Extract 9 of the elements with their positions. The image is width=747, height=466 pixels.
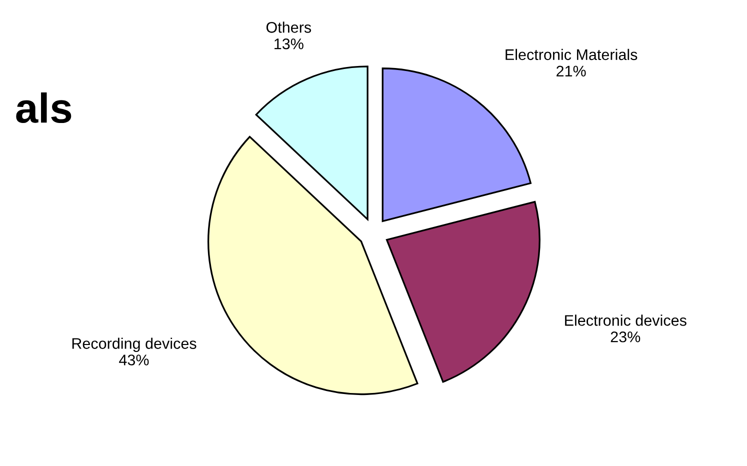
data-label: 43%	[119, 354, 149, 366]
text: als	[16, 92, 72, 124]
data-label: 13%	[274, 38, 304, 50]
data-label: 23%	[610, 331, 640, 342]
slice-label: Electronic devices	[565, 314, 686, 326]
slice-label: Others	[266, 22, 312, 33]
slice-label: Recording devices	[72, 338, 196, 352]
slice-label: Electronic Materials	[506, 48, 638, 60]
data-label: 21%	[556, 66, 586, 76]
